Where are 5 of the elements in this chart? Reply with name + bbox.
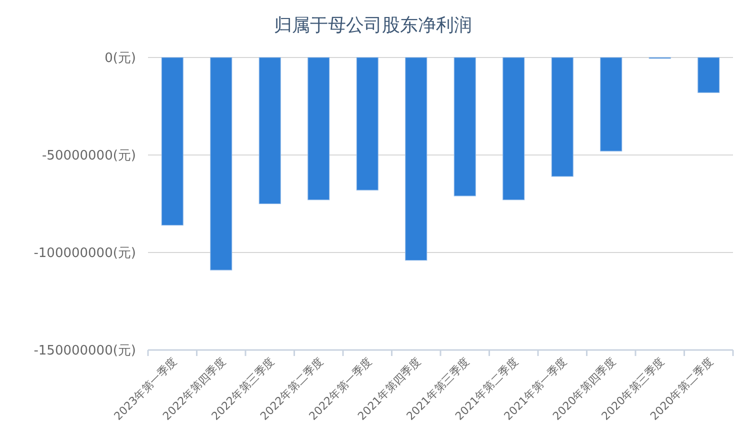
y-tick-label: -100000000(元) xyxy=(34,246,136,261)
y-tick-label: 0(元) xyxy=(104,51,136,66)
chart-title: 归属于母公司股东净利润 xyxy=(274,15,472,36)
y-tick-label: -50000000(元) xyxy=(42,148,136,164)
y-tick-label: -150000000(元) xyxy=(34,344,136,358)
